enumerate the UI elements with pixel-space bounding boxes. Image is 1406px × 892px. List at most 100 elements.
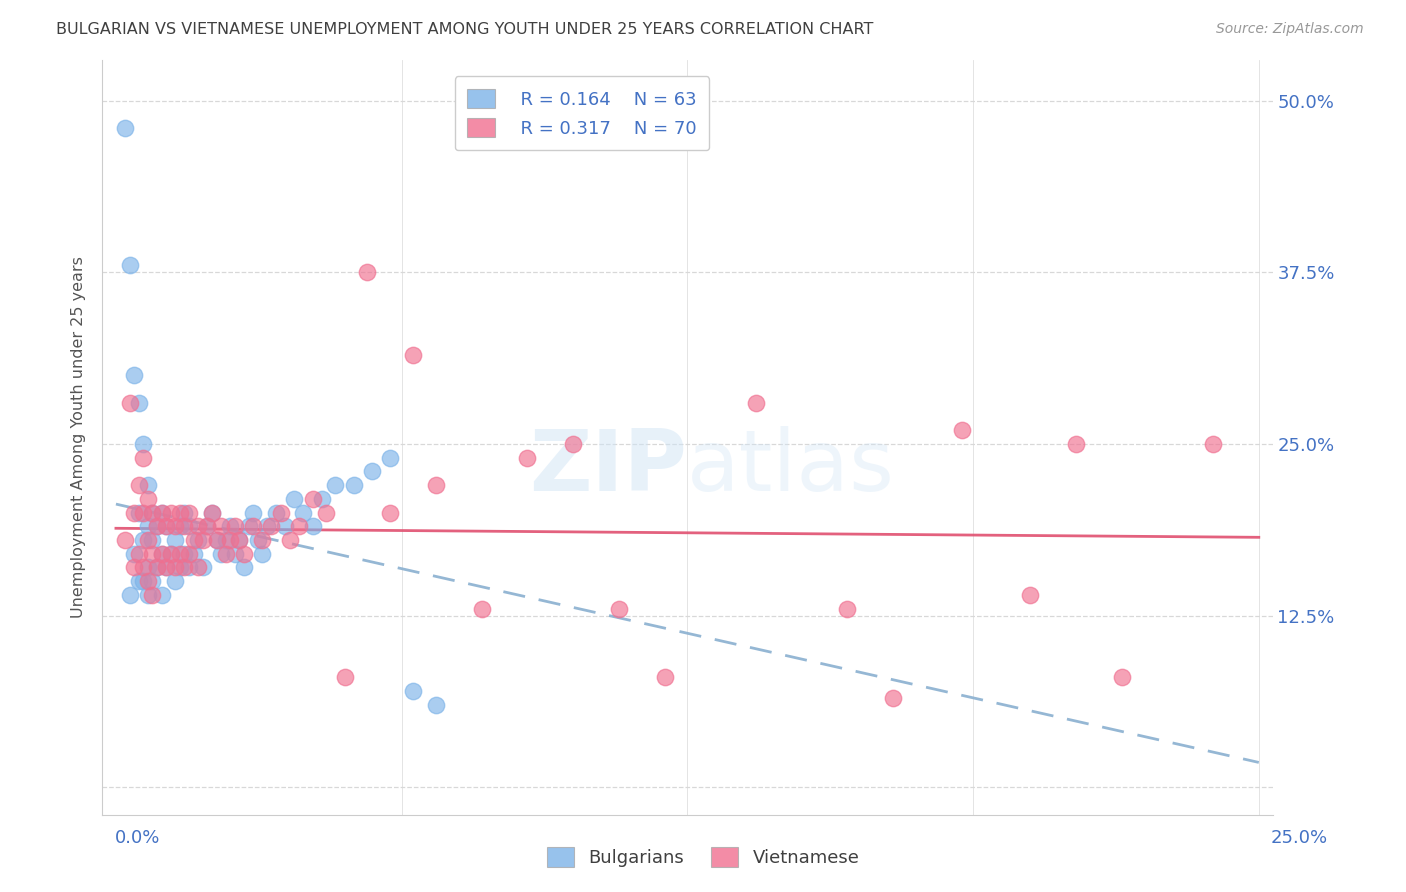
Point [278, 533, 301, 547]
Point [209, 547, 232, 561]
Point [132, 506, 155, 520]
Point [136, 533, 159, 547]
Point [288, 519, 311, 533]
Point [118, 259, 141, 273]
Point [1064, 437, 1087, 451]
Point [183, 547, 205, 561]
Point [136, 478, 159, 492]
Point [242, 519, 264, 533]
Point [155, 519, 177, 533]
Point [141, 588, 163, 602]
Point [136, 560, 159, 574]
Point [745, 396, 768, 410]
Point [195, 519, 218, 533]
Point [122, 560, 145, 574]
Point [132, 560, 155, 574]
Point [224, 547, 246, 561]
Point [205, 533, 228, 547]
Point [209, 519, 232, 533]
Point [356, 265, 378, 279]
Point [169, 560, 191, 574]
Point [232, 547, 254, 561]
Point [165, 574, 187, 589]
Point [114, 533, 136, 547]
Point [183, 533, 205, 547]
Point [311, 491, 333, 506]
Point [191, 533, 214, 547]
Point [214, 533, 236, 547]
Point [169, 547, 191, 561]
Point [516, 450, 538, 465]
Point [118, 588, 141, 602]
Point [141, 506, 163, 520]
Point [1019, 588, 1042, 602]
Text: ZIP: ZIP [530, 425, 688, 508]
Point [165, 560, 187, 574]
Point [136, 491, 159, 506]
Point [187, 519, 209, 533]
Point [132, 450, 155, 465]
Point [122, 368, 145, 383]
Point [402, 348, 425, 362]
Point [165, 519, 187, 533]
Point [232, 560, 254, 574]
Point [141, 506, 163, 520]
Point [187, 560, 209, 574]
Point [136, 574, 159, 589]
Point [256, 519, 278, 533]
Point [159, 547, 181, 561]
Point [882, 690, 904, 705]
Point [201, 506, 224, 520]
Point [380, 506, 402, 520]
Point [150, 547, 173, 561]
Point [177, 547, 200, 561]
Point [292, 506, 315, 520]
Point [169, 519, 191, 533]
Point [219, 519, 242, 533]
Point [425, 478, 447, 492]
Point [250, 533, 273, 547]
Point [242, 506, 264, 520]
Point [837, 601, 859, 615]
Point [128, 478, 150, 492]
Point [177, 506, 200, 520]
Y-axis label: Unemployment Among Youth under 25 years: Unemployment Among Youth under 25 years [72, 256, 86, 618]
Text: BULGARIAN VS VIETNAMESE UNEMPLOYMENT AMONG YOUTH UNDER 25 YEARS CORRELATION CHAR: BULGARIAN VS VIETNAMESE UNEMPLOYMENT AMO… [56, 22, 873, 37]
Point [150, 506, 173, 520]
Point [270, 506, 292, 520]
Point [260, 519, 283, 533]
Point [264, 506, 287, 520]
Point [205, 533, 228, 547]
Point [1111, 670, 1133, 684]
Point [283, 491, 305, 506]
Point [155, 560, 177, 574]
Point [114, 121, 136, 136]
Point [274, 519, 297, 533]
Point [141, 574, 163, 589]
Point [173, 560, 195, 574]
Point [425, 698, 447, 712]
Point [301, 491, 323, 506]
Point [141, 533, 163, 547]
Point [150, 506, 173, 520]
Point [122, 547, 145, 561]
Point [654, 670, 676, 684]
Point [146, 519, 169, 533]
Point [224, 519, 246, 533]
Point [159, 506, 181, 520]
Point [471, 601, 494, 615]
Point [169, 506, 191, 520]
Point [136, 588, 159, 602]
Point [132, 574, 155, 589]
Text: 0.0%: 0.0% [115, 829, 160, 847]
Point [177, 519, 200, 533]
Point [250, 547, 273, 561]
Point [201, 506, 224, 520]
Point [165, 533, 187, 547]
Point [187, 533, 209, 547]
Point [301, 519, 323, 533]
Point [128, 506, 150, 520]
Point [315, 506, 337, 520]
Point [325, 478, 347, 492]
Point [380, 450, 402, 465]
